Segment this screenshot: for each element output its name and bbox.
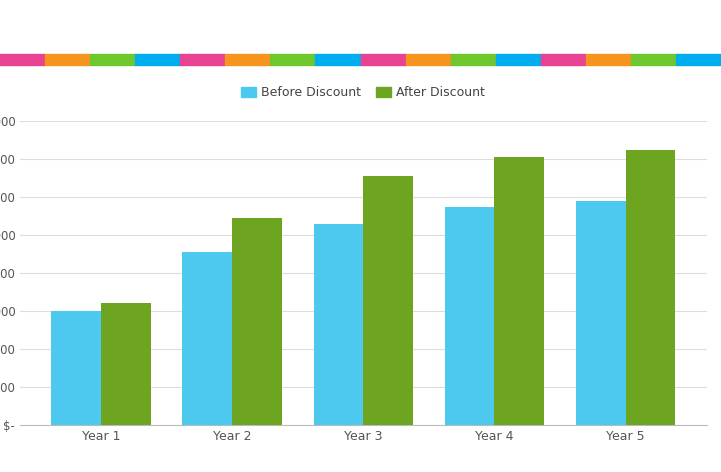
Bar (90, 54, 136, 65)
Bar (270, 54, 316, 65)
Bar (495, 157, 544, 425)
Legend: Before Discount, After Discount: Before Discount, After Discount (236, 82, 490, 104)
Bar (136, 54, 180, 65)
Bar (360, 54, 405, 65)
Bar (405, 54, 451, 65)
Bar (101, 303, 151, 425)
Bar (576, 201, 626, 425)
Bar (676, 54, 721, 65)
Bar (180, 54, 225, 65)
Bar (445, 207, 495, 425)
Bar (316, 54, 360, 65)
Bar (631, 54, 676, 65)
Bar (451, 54, 496, 65)
Text: freemius: freemius (623, 18, 712, 36)
Bar (232, 218, 282, 425)
Bar (626, 150, 676, 425)
Bar (182, 252, 232, 425)
Bar (45, 54, 90, 65)
Bar (225, 54, 270, 65)
Bar (51, 311, 101, 425)
Text: Monthly Gross Revenue Projection: Monthly Gross Revenue Projection (9, 17, 415, 37)
Bar (541, 54, 585, 65)
Bar (0, 54, 45, 65)
Bar (363, 177, 413, 425)
Bar (496, 54, 541, 65)
Bar (314, 224, 363, 425)
Bar (585, 54, 631, 65)
